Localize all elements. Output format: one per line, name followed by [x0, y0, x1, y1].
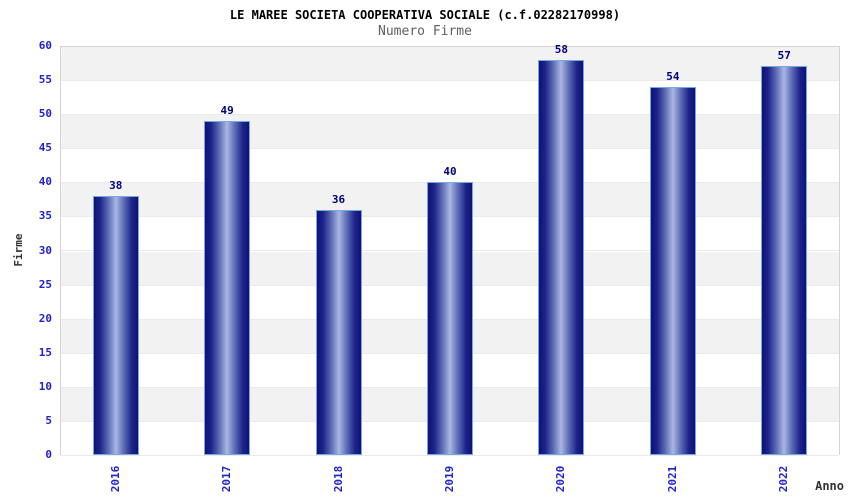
- bar-2019: [427, 182, 473, 455]
- bar-2018: [315, 209, 362, 455]
- y-tick-label: 15: [38, 345, 52, 359]
- x-tick-label: 2021: [665, 465, 679, 493]
- y-tick-label: 10: [38, 379, 52, 393]
- bar-2021: [649, 86, 696, 455]
- bar-2020: [538, 59, 585, 455]
- y-tick-label: 60: [38, 39, 52, 52]
- x-tick-label: 2016: [108, 465, 122, 493]
- bar-2016: [92, 195, 139, 455]
- bar-2017: [204, 120, 251, 455]
- x-tick-label: 2020: [554, 465, 568, 493]
- x-axis-title: Anno: [815, 479, 844, 493]
- y-tick-label: 30: [38, 243, 52, 257]
- bar-value-label: 40: [443, 165, 457, 179]
- bar-value-label: 49: [220, 103, 234, 117]
- x-tick-label: 2018: [331, 465, 345, 493]
- y-tick-label: 0: [45, 448, 52, 461]
- bar-value-label: 54: [666, 69, 680, 83]
- chart-title: LE MAREE SOCIETA COOPERATIVA SOCIALE (c.…: [229, 8, 621, 22]
- grid-band: [61, 47, 839, 82]
- y-tick-label: 20: [38, 311, 52, 325]
- y-tick-label: 50: [38, 107, 52, 121]
- grid-band: [61, 115, 839, 150]
- bar-value-label: 36: [331, 192, 346, 206]
- y-tick-label: 5: [45, 413, 52, 427]
- bar-value-label: 58: [554, 42, 569, 56]
- x-tick-label: 2017: [220, 465, 234, 493]
- bar-value-label: 57: [777, 49, 791, 63]
- bar-value-label: 38: [109, 178, 123, 192]
- chart-subtitle: Numero Firme: [378, 24, 472, 39]
- x-tick-label: 2019: [443, 465, 456, 493]
- x-tick-label: 2022: [777, 465, 791, 493]
- bar-2022: [761, 66, 808, 455]
- y-tick-label: 40: [38, 175, 52, 189]
- y-tick-label: 55: [38, 73, 52, 87]
- y-tick-label: 25: [38, 277, 52, 291]
- y-tick-label: 45: [38, 141, 52, 155]
- grid-band: [61, 81, 839, 116]
- y-tick-label: 35: [38, 209, 52, 223]
